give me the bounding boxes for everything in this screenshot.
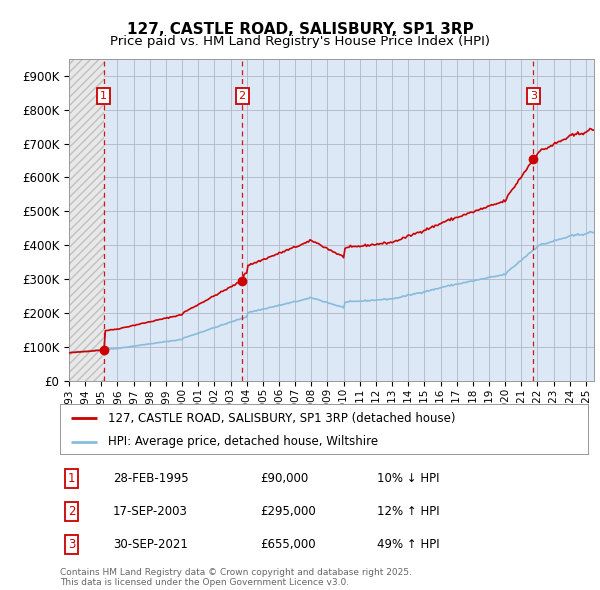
Text: £655,000: £655,000 xyxy=(260,538,316,552)
Text: 28-FEB-1995: 28-FEB-1995 xyxy=(113,472,188,486)
Text: £90,000: £90,000 xyxy=(260,472,309,486)
Text: Price paid vs. HM Land Registry's House Price Index (HPI): Price paid vs. HM Land Registry's House … xyxy=(110,35,490,48)
Text: 127, CASTLE ROAD, SALISBURY, SP1 3RP: 127, CASTLE ROAD, SALISBURY, SP1 3RP xyxy=(127,22,473,37)
Text: 30-SEP-2021: 30-SEP-2021 xyxy=(113,538,188,552)
Text: 3: 3 xyxy=(68,538,76,552)
Text: 2: 2 xyxy=(68,505,76,519)
Text: £295,000: £295,000 xyxy=(260,505,316,519)
Text: Contains HM Land Registry data © Crown copyright and database right 2025.
This d: Contains HM Land Registry data © Crown c… xyxy=(60,568,412,587)
Bar xyxy=(69,59,104,381)
Text: 2: 2 xyxy=(239,91,246,101)
Text: 12% ↑ HPI: 12% ↑ HPI xyxy=(377,505,439,519)
Text: 3: 3 xyxy=(530,91,537,101)
Text: 17-SEP-2003: 17-SEP-2003 xyxy=(113,505,188,519)
Text: 127, CASTLE ROAD, SALISBURY, SP1 3RP (detached house): 127, CASTLE ROAD, SALISBURY, SP1 3RP (de… xyxy=(107,412,455,425)
Text: 1: 1 xyxy=(100,91,107,101)
Text: HPI: Average price, detached house, Wiltshire: HPI: Average price, detached house, Wilt… xyxy=(107,435,377,448)
Text: 1: 1 xyxy=(68,472,76,486)
Text: 49% ↑ HPI: 49% ↑ HPI xyxy=(377,538,439,552)
Text: 10% ↓ HPI: 10% ↓ HPI xyxy=(377,472,439,486)
